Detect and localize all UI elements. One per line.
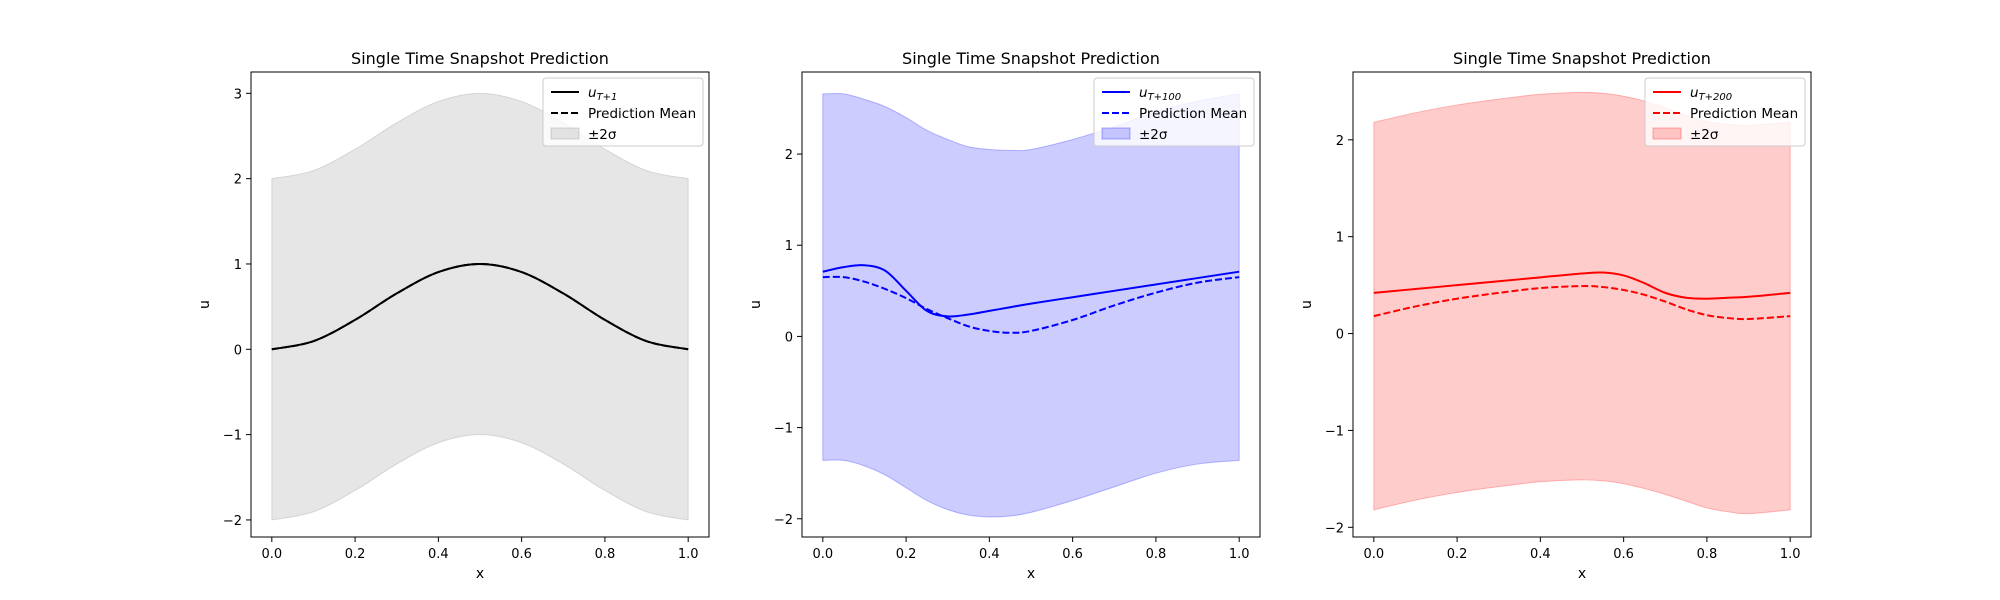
- legend-band-swatch: [1652, 127, 1682, 140]
- prediction-mean-line: [271, 262, 689, 351]
- axes-frame: [801, 71, 1261, 538]
- chart-title: Single Time Snapshot Prediction: [902, 49, 1160, 68]
- x-tick-label: 1.0: [1229, 547, 1250, 562]
- legend: uT+1 Prediction Mean ±2σ: [542, 77, 704, 147]
- x-tick-label: 1.0: [1780, 547, 1801, 562]
- legend-box: [1093, 77, 1255, 147]
- legend: uT+100 Prediction Mean ±2σ: [1093, 77, 1255, 147]
- plot-area: [271, 92, 689, 521]
- x-tick-label: 0.8: [595, 547, 616, 562]
- y-tick-label: −1: [774, 422, 793, 437]
- x-tick-label: 0.2: [896, 547, 917, 562]
- axes-frame: [1352, 71, 1812, 538]
- legend-label-band: ±2σ: [1690, 127, 1719, 143]
- true-solution-line: [1373, 271, 1791, 300]
- chart-title: Single Time Snapshot Prediction: [1453, 49, 1711, 68]
- x-tick-label: 0.0: [812, 547, 833, 562]
- x-axis-label: x: [1578, 566, 1586, 582]
- prediction-mean-line: [1373, 285, 1791, 321]
- plot-area: [1373, 91, 1791, 515]
- x-tick-label: 0.8: [1146, 547, 1167, 562]
- legend-band-swatch: [550, 127, 580, 140]
- confidence-band: [1373, 91, 1791, 515]
- legend-label-true-solution: uT+1: [588, 85, 617, 103]
- legend-symbol-u: u: [1690, 85, 1699, 101]
- y-tick-label: 0: [234, 343, 242, 358]
- x-tick-label: 0.6: [511, 547, 532, 562]
- y-tick-label: 2: [234, 173, 242, 188]
- legend-box: [1644, 77, 1806, 147]
- legend-symbol-u: u: [588, 85, 597, 101]
- chart-title: Single Time Snapshot Prediction: [351, 49, 609, 68]
- legend-label-prediction-mean: Prediction Mean: [1139, 106, 1247, 122]
- y-axis-label: u: [1299, 300, 1315, 309]
- x-tick-label: 0.2: [1447, 547, 1468, 562]
- chart-panel-2: 0.0 0.2 0.4 0.6 0.8 1.0 −2 −1 0 1 2 Single Time Sna…: [748, 49, 1261, 582]
- x-tick-label: 0.4: [428, 547, 449, 562]
- x-axis-label: x: [476, 566, 484, 582]
- y-tick-label: 1: [1336, 231, 1344, 246]
- x-tick-label: 0.0: [261, 547, 282, 562]
- y-axis-label: u: [197, 300, 213, 309]
- y-tick-label: 0: [1336, 328, 1344, 343]
- y-tick-label: 3: [234, 87, 242, 102]
- legend-label-true-solution: uT+100: [1139, 85, 1181, 103]
- x-tick-label: 0.2: [345, 547, 366, 562]
- x-tick-label: 0.4: [979, 547, 1000, 562]
- y-tick-label: −1: [223, 429, 242, 444]
- x-axis-label: x: [1027, 566, 1035, 582]
- prediction-mean-line: [822, 275, 1240, 334]
- legend-band-swatch: [1101, 127, 1131, 140]
- chart-panel-1: 0.0 0.2 0.4 0.6 0.8 1.0 −2 −1 0 1 2 3 Single Time Sn…: [197, 49, 710, 582]
- y-tick-label: 1: [234, 258, 242, 273]
- true-solution-line: [822, 264, 1240, 318]
- legend-label-band: ±2σ: [588, 127, 617, 143]
- legend-label-prediction-mean: Prediction Mean: [588, 106, 696, 122]
- legend-box: [542, 77, 704, 147]
- x-tick-label: 0.6: [1613, 547, 1634, 562]
- legend-subscript: T+1: [597, 92, 618, 103]
- legend-subscript: T+100: [1148, 92, 1182, 103]
- y-tick-label: 2: [785, 148, 793, 163]
- legend-label-prediction-mean: Prediction Mean: [1690, 106, 1798, 122]
- y-tick-label: 1: [785, 239, 793, 254]
- legend-symbol-u: u: [1139, 85, 1148, 101]
- x-tick-label: 0.8: [1697, 547, 1718, 562]
- chart-panel-3: 0.0 0.2 0.4 0.6 0.8 1.0 −2 −1 0 1 2 Single Time Sna…: [1299, 49, 1812, 582]
- plot-area: [822, 92, 1240, 518]
- axes-frame: [250, 71, 710, 538]
- confidence-band: [822, 92, 1240, 518]
- legend-subscript: T+200: [1699, 92, 1733, 103]
- y-tick-label: −2: [774, 513, 793, 528]
- confidence-band: [271, 92, 689, 521]
- x-tick-label: 0.6: [1062, 547, 1083, 562]
- y-axis-label: u: [748, 300, 764, 309]
- y-tick-label: −2: [1325, 521, 1344, 536]
- y-tick-label: 2: [1336, 134, 1344, 149]
- x-tick-label: 0.4: [1530, 547, 1551, 562]
- legend: uT+200 Prediction Mean ±2σ: [1644, 77, 1806, 147]
- x-tick-label: 1.0: [678, 547, 699, 562]
- y-tick-label: 0: [785, 330, 793, 345]
- legend-label-true-solution: uT+200: [1690, 85, 1732, 103]
- x-tick-label: 0.0: [1363, 547, 1384, 562]
- legend-label-band: ±2σ: [1139, 127, 1168, 143]
- y-tick-label: −1: [1325, 424, 1344, 439]
- y-tick-label: −2: [223, 514, 242, 529]
